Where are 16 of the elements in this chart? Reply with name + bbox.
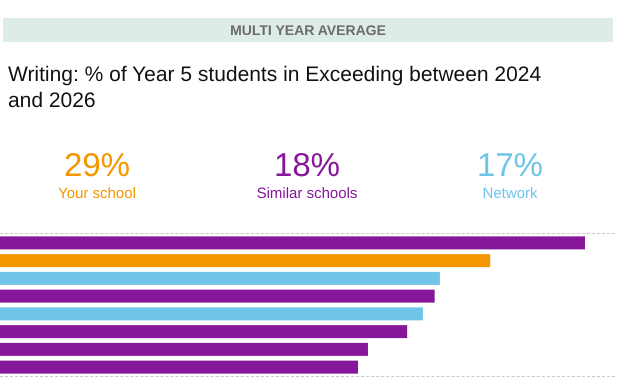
text: Your school [57, 184, 137, 204]
bar [0, 360, 358, 374]
text: 18% [272, 146, 342, 184]
bar [0, 342, 368, 356]
text: Similar schools [256, 184, 358, 204]
text: 29% [62, 146, 132, 184]
bar [0, 290, 435, 303]
chart-title: Writing: % of Year 5 students in Exceeding between 2024 and 2026 [8, 62, 542, 114]
bar [0, 236, 585, 250]
bar [0, 272, 440, 285]
bar [0, 325, 408, 338]
bar [0, 307, 423, 320]
chart-subtitle: MULTI YEAR AVERAGE [3, 18, 613, 42]
text: Network [481, 184, 538, 204]
text: 17% [476, 146, 544, 184]
bar [0, 254, 490, 268]
